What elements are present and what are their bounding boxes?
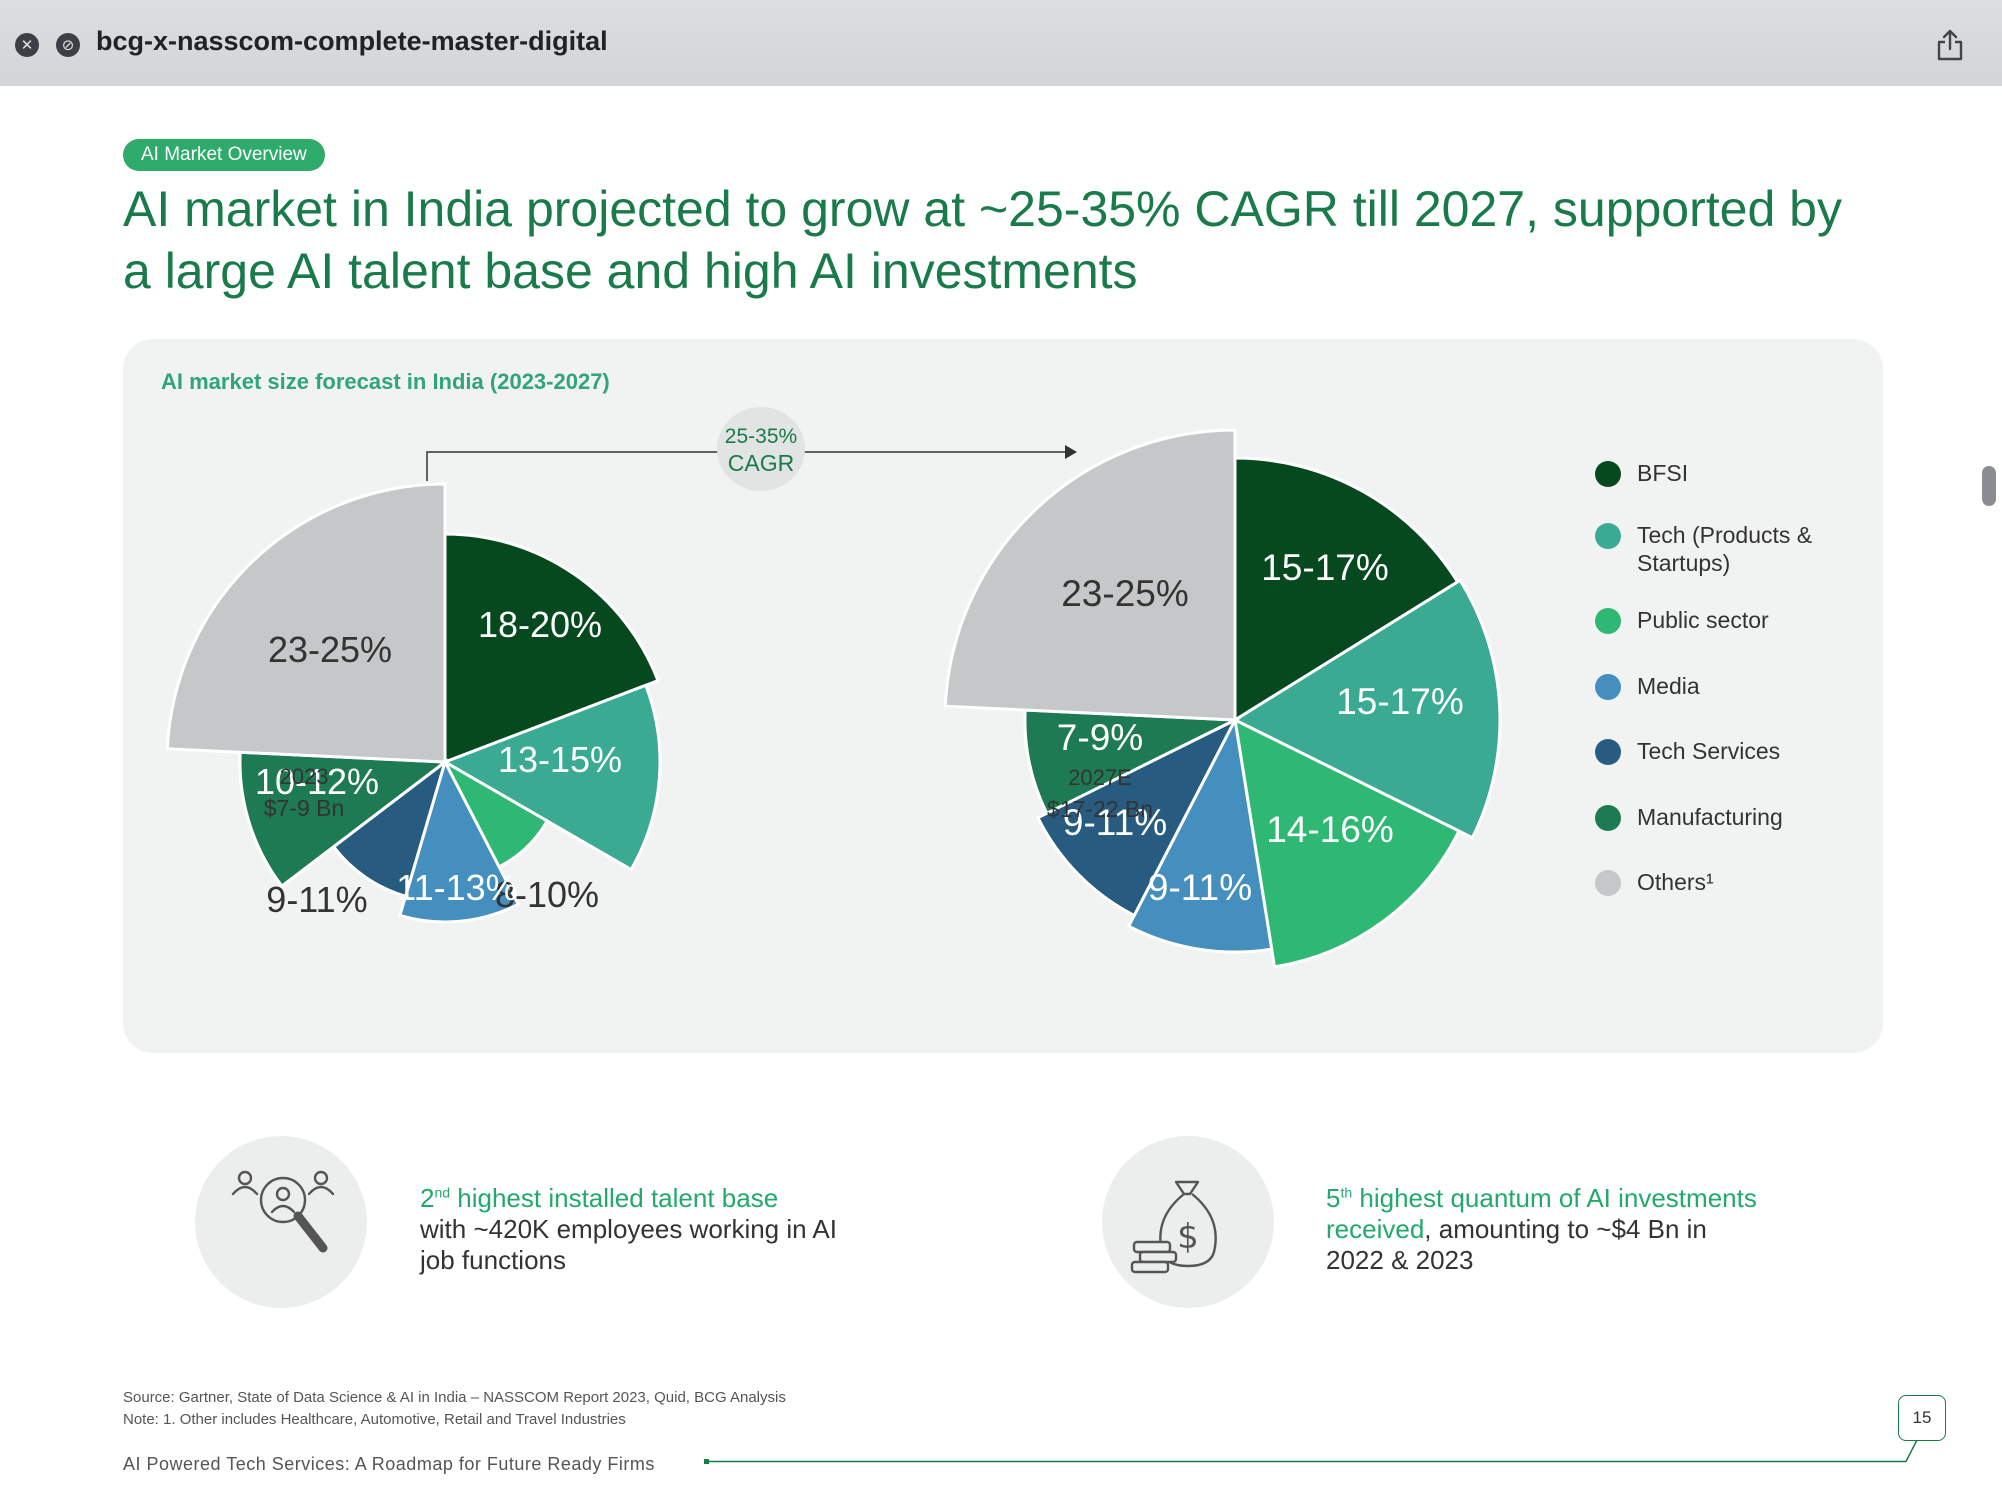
pie-label-2023-2: 8-10% [495, 874, 599, 915]
pie-label-2027E-0: 15-17% [1261, 547, 1389, 588]
cagr-arrow: 25-35% CAGR [426, 407, 1077, 491]
footer-line [704, 1438, 1919, 1464]
pie-slice-2027E-2 [1233, 717, 1462, 969]
pie-slice-2027E-4 [1035, 716, 1239, 918]
pie-total-label-1: $17-22 Bn [1047, 796, 1153, 822]
slide-headline: AI market in India projected to grow at … [123, 181, 1842, 299]
pie-year-label-1: 2027E [1068, 765, 1132, 790]
cagr-label-text: CAGR [728, 450, 794, 476]
svg-text:$: $ [1177, 1217, 1199, 1257]
footer-title: AI Powered Tech Services: A Roadmap for … [123, 1454, 655, 1474]
legend-dot-tech-services [1595, 739, 1621, 765]
talent-stat-highlight: 2nd highest installed talent base [420, 1182, 779, 1213]
legend-label-tech-products: Tech (Products & Startups) [1637, 522, 1813, 576]
talent-stat-text: 2nd highest installed talent base with ~… [420, 1177, 860, 1276]
legend-label-public-sector: Public sector [1637, 607, 1769, 633]
footnote: Note: 1. Other includes Healthcare, Auto… [123, 1411, 626, 1428]
legend-dot-media [1595, 674, 1621, 700]
pie-slice-2023-0 [443, 532, 660, 765]
pie-slice-2023-1 [441, 683, 662, 872]
legend-label-tech-services: Tech Services [1637, 738, 1781, 764]
chart-panel: AI market size forecast in India (2023-2… [123, 339, 1883, 1053]
pie-slice-2027E-5 [1023, 708, 1241, 816]
pie-slice-2027E-6 [943, 428, 1237, 722]
legend-dot-public-sector [1595, 608, 1621, 634]
investment-stat-body: , amounting to ~$4 Bn in 2022 & 2023 [1326, 1213, 1707, 1275]
source-note: Source: Gartner, State of Data Science &… [123, 1389, 786, 1406]
pie-label-2027E-3: 9-11% [1148, 867, 1252, 908]
pie-slice-2023-3 [398, 757, 521, 924]
legend-label-manufacturing: Manufacturing [1637, 804, 1783, 830]
pie-slice-2027E-3 [1126, 715, 1274, 954]
talent-stat-body: with ~420K employees working in AI job f… [420, 1213, 837, 1275]
talent-search-icon [231, 1170, 335, 1253]
share-icon[interactable] [1936, 28, 1964, 62]
pie-label-2027E-2: 14-16% [1266, 809, 1394, 850]
talent-icon-circle [195, 1136, 367, 1308]
investment-icon-circle: $ [1102, 1136, 1274, 1308]
pie-label-2023-6: 23-25% [268, 629, 392, 670]
pie-total-label-0: $7-9 Bn [264, 795, 345, 821]
pie-label-2023-3: 11-13% [396, 867, 517, 908]
legend-dot-bfsi [1595, 461, 1621, 487]
title-bar: ✕ ⊘ bcg-x-nasscom-complete-master-digita… [0, 0, 2002, 87]
pie-slice-2027E-0 [1233, 456, 1460, 723]
pie-label-2023-0: 18-20% [478, 604, 602, 645]
pie-slice-2027E-1 [1231, 578, 1502, 840]
page-number: 15 [1898, 1395, 1946, 1441]
pie-label-2027E-6: 23-25% [1061, 573, 1189, 614]
close-icon[interactable]: ✕ [15, 33, 39, 57]
section-tag: AI Market Overview [123, 139, 325, 171]
legend-dot-manufacturing [1595, 805, 1621, 831]
pie-slice-2023-4 [331, 758, 448, 899]
legend-dot-others [1595, 870, 1621, 896]
pie-label-2027E-4: 9-11% [1063, 802, 1167, 843]
pie-label-2023-4: 9-11% [266, 879, 367, 920]
pie-label-2023-5: 10-12% [255, 761, 379, 802]
investment-stat-highlight: 5th highest quantum of AI investments re… [1326, 1182, 1757, 1244]
pie-2027: 15-17% 15-17% 14-16% 9-11% 9-11% 7-9% 23-25% 20… [943, 428, 1502, 969]
pie-label-2023-1: 13-15% [498, 739, 622, 780]
legend-label-others: Others¹ [1637, 869, 1714, 895]
chart-title: AI market size forecast in India (2023-2… [161, 369, 610, 394]
legend-label-media: Media [1637, 673, 1700, 699]
pie-slice-2023-5 [238, 750, 450, 889]
window-title: bcg-x-nasscom-complete-master-digital [96, 26, 608, 56]
money-bag-icon: $ [1130, 1180, 1217, 1274]
investment-stat-text: 5th highest quantum of AI investments re… [1326, 1177, 1766, 1276]
scrollbar-thumb[interactable] [1982, 466, 1996, 506]
legend-label-bfsi: BFSI [1637, 460, 1689, 486]
pie-2023: 18-20% 13-15% 8-10%11-13% 9-11% 10-12% 23-25%… [165, 482, 662, 924]
pie-slice-2023-6 [165, 482, 447, 764]
cagr-label-value: 25-35% [725, 425, 797, 448]
pie-label-2027E-1: 15-17% [1336, 681, 1464, 722]
pie-charts: 18-20% 13-15% 8-10%11-13% 9-11% 10-12% 23-25%… [165, 407, 1502, 969]
block-icon[interactable]: ⊘ [56, 33, 80, 57]
pie-year-label-0: 2023 [280, 764, 329, 789]
pie-label-2027E-5: 7-9% [1057, 717, 1143, 758]
legend-dot-tech-products [1595, 523, 1621, 549]
